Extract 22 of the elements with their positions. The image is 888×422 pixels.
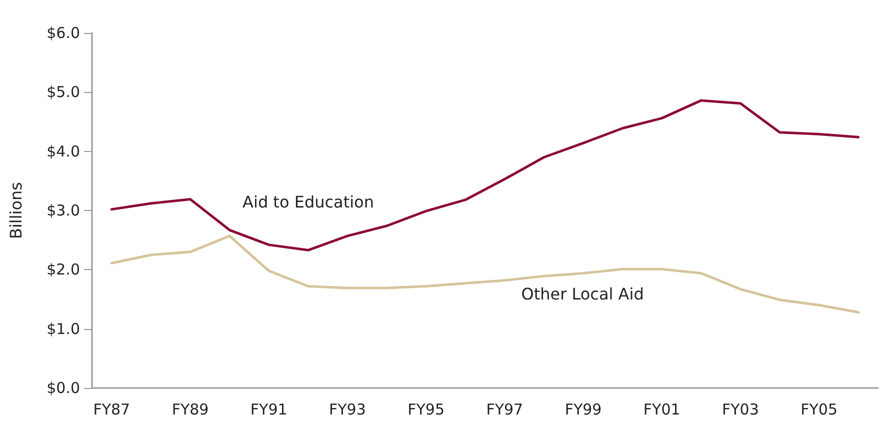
- x-tick-label: FY95: [408, 400, 444, 418]
- y-tick-label: $1.0: [46, 320, 80, 338]
- y-tick-label: $4.0: [46, 142, 80, 160]
- x-tick-label: FY97: [486, 400, 524, 418]
- x-tick-label: FY93: [329, 400, 366, 418]
- x-tick-label: FY01: [643, 400, 680, 418]
- y-tick-label: $6.0: [46, 24, 80, 42]
- y-axis-title: Billions: [6, 182, 26, 240]
- x-tick-label: FY91: [250, 400, 288, 418]
- x-tick-label: FY87: [93, 400, 130, 418]
- x-tick-label: FY89: [172, 400, 209, 418]
- series-label: Other Local Aid: [521, 284, 644, 304]
- y-tick-label: $0.0: [46, 379, 80, 397]
- line-series: [110, 234, 860, 314]
- x-tick-label: FY05: [800, 400, 838, 418]
- y-tick-label: $2.0: [46, 260, 80, 279]
- y-tick-label: $3.0: [46, 202, 80, 220]
- series-label: Aid to Education: [242, 192, 374, 212]
- x-tick-label: FY03: [722, 400, 759, 418]
- y-tick-label: $5.0: [46, 83, 80, 102]
- x-tick-label: FY99: [564, 400, 602, 418]
- line-series: [110, 99, 860, 252]
